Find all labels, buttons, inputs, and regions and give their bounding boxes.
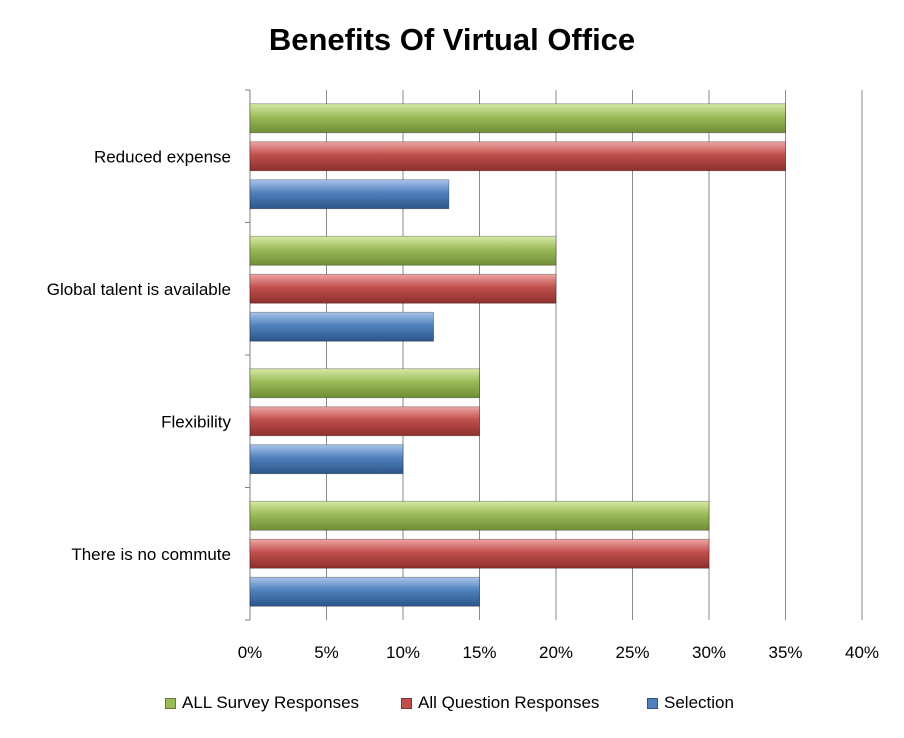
bar-all-survey-responses-2 <box>249 368 480 399</box>
legend-swatch <box>165 697 176 709</box>
x-tick-label: 30% <box>692 643 726 662</box>
legend-swatch <box>401 697 412 709</box>
legend-item: ALL Survey Responses <box>165 693 359 713</box>
x-tick-label: 10% <box>386 643 420 662</box>
legend-label: ALL Survey Responses <box>182 693 360 712</box>
legend: ALL Survey Responses All Question Respons… <box>0 693 904 717</box>
category-label: Flexibility <box>161 412 231 431</box>
bar-all-question-responses-1 <box>249 273 557 304</box>
bar-all-question-responses-2 <box>249 406 480 437</box>
bar-selection-3 <box>249 576 480 607</box>
x-tick-label: 20% <box>539 643 573 662</box>
bar-all-survey-responses-0 <box>249 103 786 134</box>
bar-selection-2 <box>249 444 404 475</box>
bar-selection-0 <box>249 179 450 210</box>
bar-all-question-responses-3 <box>249 538 710 569</box>
x-tick-label: 40% <box>845 643 879 662</box>
bar-all-question-responses-0 <box>249 141 786 172</box>
bar-all-survey-responses-3 <box>249 500 710 531</box>
x-tick-label: 35% <box>768 643 802 662</box>
labels: 0% 5% 10% 15% 20% 25% 30% 35% 40% Reduced expense… <box>47 147 879 662</box>
x-tick-label: 15% <box>462 643 496 662</box>
chart-title: Benefits Of Virtual Office <box>268 22 636 57</box>
bar-all-survey-responses-1 <box>249 235 557 266</box>
category-label: Global talent is available <box>47 280 231 299</box>
x-tick-label: 25% <box>615 643 649 662</box>
gridlines <box>245 89 863 621</box>
bar-selection-1 <box>249 311 435 342</box>
x-tick-label: 0% <box>238 643 263 662</box>
bars <box>249 103 786 607</box>
legend-item: All Question Responses <box>401 693 599 713</box>
x-tick-label: 5% <box>314 643 339 662</box>
category-label: Reduced expense <box>94 147 231 166</box>
legend-swatch <box>647 697 658 709</box>
legend-label: Selection <box>664 693 734 712</box>
legend-label: All Question Responses <box>418 693 600 712</box>
legend-item: Selection <box>647 693 734 713</box>
category-label: There is no commute <box>71 545 231 564</box>
